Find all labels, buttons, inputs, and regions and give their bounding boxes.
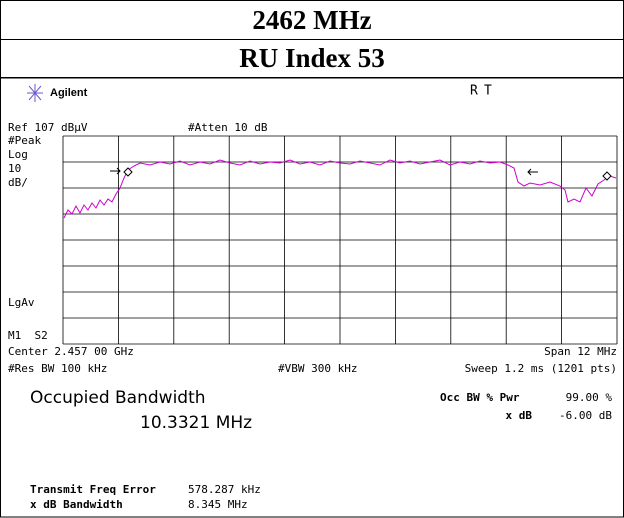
side-label: M1 S2: [8, 329, 48, 342]
marker: [123, 167, 612, 181]
side-label: LgAv: [8, 296, 35, 309]
occ-value: 10.3321 MHz: [140, 413, 252, 433]
xdb-value: -6.00 dB: [559, 409, 612, 422]
side-label: dB/: [8, 176, 28, 189]
xdbbw-label: x dB Bandwidth: [30, 498, 123, 511]
occ-pwr-label: Occ BW % Pwr: [440, 391, 520, 404]
status: R: [470, 84, 478, 99]
span: Span 12 MHz: [544, 345, 617, 358]
side-label: 10: [8, 162, 21, 175]
occ-title: Occupied Bandwidth: [30, 388, 206, 408]
side-label: Log: [8, 148, 28, 161]
occ-pwr-value: 99.00 %: [566, 391, 613, 404]
center-freq: Center 2.457 00 GHz: [8, 345, 134, 358]
atten: #Atten 10 dB: [188, 121, 268, 134]
sweep: Sweep 1.2 ms (1201 pts): [465, 362, 617, 375]
tfe-value: 578.287 kHz: [188, 483, 261, 496]
analyzer-screen: Agilent R T Ref 107 dBµV #Atten 10 dB #P…: [0, 78, 624, 518]
vbw: #VBW 300 kHz: [278, 362, 357, 375]
xdbbw-value: 8.345 MHz: [188, 498, 248, 511]
xdb-label: x dB: [506, 409, 533, 422]
logo: [27, 84, 43, 102]
screen-border: [0, 78, 624, 518]
status: T: [484, 84, 492, 99]
subtitle: RU Index 53: [0, 39, 624, 78]
arrow: [110, 167, 538, 176]
brand: Agilent: [50, 87, 88, 99]
tfe-label: Transmit Freq Error: [30, 483, 156, 496]
ref-level: Ref 107 dBµV: [8, 121, 88, 134]
side-label: #Peak: [8, 134, 41, 147]
rbw: #Res BW 100 kHz: [8, 362, 107, 375]
trace: [63, 159, 617, 219]
title: 2462 MHz: [0, 0, 624, 40]
